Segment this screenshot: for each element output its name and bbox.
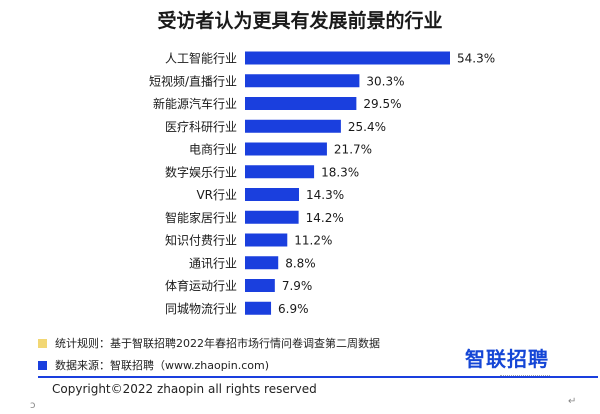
value-label: 25.4% xyxy=(348,120,386,134)
bar xyxy=(245,279,275,292)
value-label: 14.3% xyxy=(306,188,344,202)
bar xyxy=(245,51,450,65)
yellow-square-icon xyxy=(38,338,47,348)
value-label: 8.8% xyxy=(285,256,316,270)
logo-underline xyxy=(500,375,550,376)
category-label: VR行业 xyxy=(196,188,237,202)
note-rule-text: 统计规则：基于智联招聘2022年春招市场行情问卷调查第二周数据 xyxy=(55,337,380,350)
category-label: 医疗科研行业 xyxy=(165,120,237,134)
bar xyxy=(245,256,279,270)
bar xyxy=(245,301,272,315)
category-label: 电商行业 xyxy=(189,142,237,157)
category-label: 通讯行业 xyxy=(189,256,237,270)
bar xyxy=(245,165,315,179)
note-rule: 统计规则：基于智联招聘2022年春招市场行情问卷调查第二周数据 xyxy=(38,332,380,354)
value-label: 18.3% xyxy=(321,165,359,179)
bar xyxy=(245,119,341,133)
return-mark-icon: ↵ xyxy=(568,396,577,407)
category-label: 知识付费行业 xyxy=(165,234,237,248)
bar xyxy=(245,74,360,88)
value-label: 6.9% xyxy=(278,302,309,316)
blue-square-icon xyxy=(38,360,47,370)
note-source: 数据来源：智联招聘（www.zhaopin.com) xyxy=(38,354,380,376)
value-label: 7.9% xyxy=(282,279,313,293)
note-source-text: 数据来源：智联招聘（www.zhaopin.com) xyxy=(55,359,269,372)
bar xyxy=(245,188,299,201)
anchor-mark-icon: ↄ xyxy=(30,400,36,411)
zhaopin-logo: 智联招聘 xyxy=(465,347,549,371)
category-label: 短视频/直播行业 xyxy=(149,73,237,88)
value-label: 30.3% xyxy=(366,74,404,88)
bar xyxy=(245,233,288,247)
chart-title: 受访者认为更具有发展前景的行业 xyxy=(157,10,443,32)
value-label: 54.3% xyxy=(457,52,495,66)
category-label: 智能家居行业 xyxy=(165,210,237,225)
footer-divider xyxy=(38,376,598,378)
bar xyxy=(245,97,357,110)
bar-chart: 人工智能行业 54.3% 短视频/直播行业 30.3% 新能源汽车行业 29.5% 医疗科研… xyxy=(149,51,495,316)
category-label: 体育运动行业 xyxy=(165,278,237,293)
value-label: 21.7% xyxy=(334,143,372,157)
category-label: 数字娱乐行业 xyxy=(165,164,237,179)
value-label: 29.5% xyxy=(363,97,401,111)
copyright-text: Copyright©2022 zhaopin all rights reserv… xyxy=(52,382,317,396)
value-label: 14.2% xyxy=(306,211,344,225)
category-label: 新能源汽车行业 xyxy=(153,96,237,111)
bar xyxy=(245,142,327,156)
bar xyxy=(245,210,299,224)
notes: 统计规则：基于智联招聘2022年春招市场行情问卷调查第二周数据 数据来源：智联招… xyxy=(38,332,380,376)
category-label: 人工智能行业 xyxy=(165,51,237,66)
category-label: 同城物流行业 xyxy=(165,302,237,316)
value-label: 11.2% xyxy=(294,234,332,248)
